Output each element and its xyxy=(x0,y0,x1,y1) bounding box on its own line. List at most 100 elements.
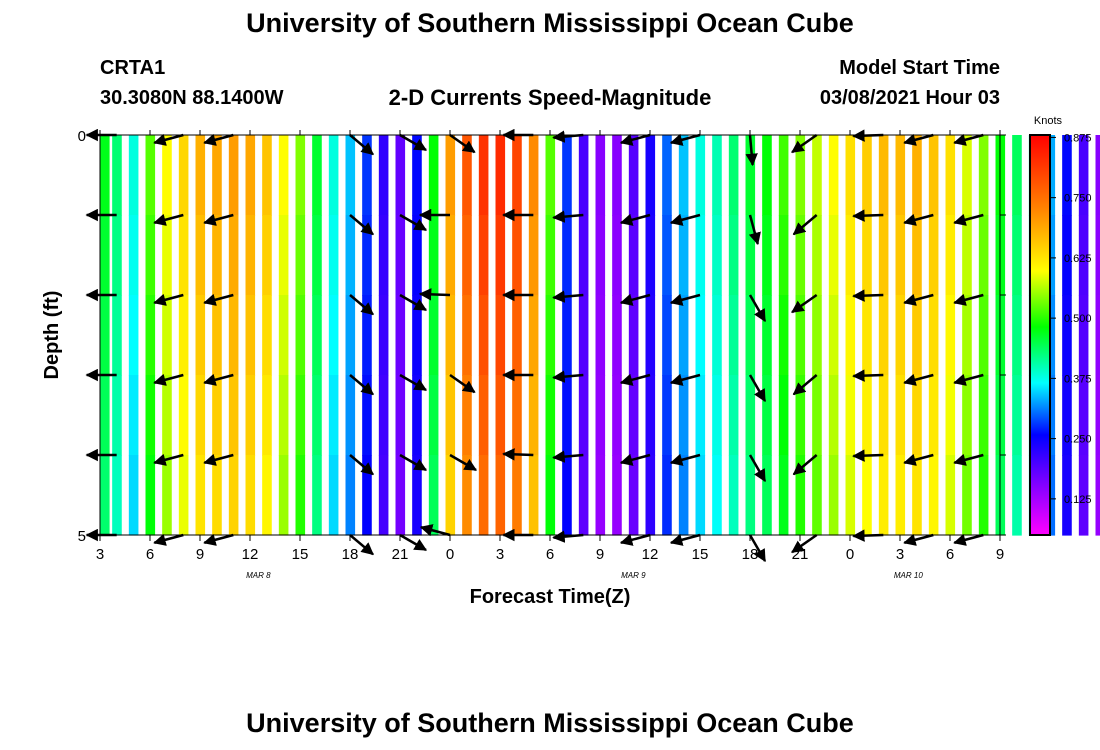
heatmap-cell xyxy=(100,135,110,216)
heatmap-cell xyxy=(412,135,422,216)
colorbar: Knots 0.875 0.750 0.625 0.500 0.375 0.250 0.12… xyxy=(1029,115,1092,536)
heatmap-cell xyxy=(1012,375,1022,456)
current-vector xyxy=(419,524,451,537)
model-start-value: 03/08/2021 Hour 03 xyxy=(819,87,1000,109)
heatmap-cell xyxy=(862,375,872,456)
current-vector xyxy=(349,374,374,396)
heatmap-cell xyxy=(612,455,622,536)
heatmap-cell xyxy=(395,455,406,536)
heatmap-cell xyxy=(778,135,789,216)
heatmap-cell xyxy=(445,455,456,536)
heatmap-cell xyxy=(528,455,539,536)
heatmap-cell xyxy=(762,295,772,376)
heatmap-cell xyxy=(462,295,472,376)
heatmap-cell xyxy=(528,135,539,216)
heatmap-cell xyxy=(162,455,172,536)
x-tick-label: 21 xyxy=(792,546,809,563)
current-vector xyxy=(791,533,818,554)
heatmap-cell xyxy=(428,215,439,296)
heatmap-cell xyxy=(100,215,110,296)
heatmap-cell xyxy=(895,135,906,216)
heatmap-cell xyxy=(562,455,572,536)
x-tick-label: 3 xyxy=(96,546,104,563)
heatmap-cell xyxy=(100,375,110,456)
x-tick-label: 12 xyxy=(642,546,659,563)
current-vector xyxy=(399,373,428,392)
heatmap-cell xyxy=(378,135,389,216)
current-vector xyxy=(669,293,701,306)
heatmap-cell xyxy=(795,375,806,456)
heatmap-cell xyxy=(195,135,206,216)
x-tick-label: 15 xyxy=(292,546,309,563)
heatmap-cell xyxy=(578,295,589,376)
heatmap-cell xyxy=(145,135,156,216)
heatmap-cell xyxy=(1078,455,1089,536)
heatmap-cell xyxy=(512,135,522,216)
heatmap-cell xyxy=(1062,295,1072,376)
heatmap-cell xyxy=(412,375,422,456)
heatmap-cell xyxy=(162,295,172,376)
heatmap-cell xyxy=(595,375,606,456)
heatmap-cell xyxy=(545,375,556,456)
heatmap-cell xyxy=(962,375,972,456)
heatmap-cell xyxy=(378,455,389,536)
heatmap-cell xyxy=(728,215,739,296)
heatmap-cell xyxy=(362,375,372,456)
current-vector xyxy=(792,374,818,396)
heatmap-cell xyxy=(878,295,889,376)
current-vector xyxy=(552,210,584,223)
heatmap-cell xyxy=(462,455,472,536)
heatmap-cell xyxy=(428,135,439,216)
heatmap-cell xyxy=(245,375,256,456)
heatmap-cell xyxy=(1012,295,1022,376)
current-vector xyxy=(748,374,767,403)
current-vector xyxy=(399,293,428,312)
heatmap-cell xyxy=(562,135,572,216)
colorbar-tick-label: 0.625 xyxy=(1064,253,1092,265)
heatmap-cell xyxy=(812,135,822,216)
heatmap-cell xyxy=(295,455,306,536)
current-vector xyxy=(552,370,584,383)
current-vector xyxy=(903,293,934,306)
heatmap-cell xyxy=(978,455,989,536)
heatmap-cell xyxy=(962,295,972,376)
heatmap-cell xyxy=(445,375,456,456)
heatmap-cell xyxy=(245,295,256,376)
current-vector xyxy=(953,213,984,226)
current-vector xyxy=(903,213,934,226)
heatmap-cell xyxy=(345,295,356,376)
current-vector xyxy=(203,533,234,546)
heatmap-cell xyxy=(662,455,672,536)
x-tick-label: 9 xyxy=(996,546,1004,563)
heatmap-cell xyxy=(612,135,622,216)
heatmap-cell xyxy=(128,135,139,216)
heatmap-cell xyxy=(928,215,939,296)
heatmap-cell xyxy=(328,215,339,296)
y-tick-label: 0 xyxy=(78,128,86,145)
heatmap-cell xyxy=(545,135,556,216)
heatmap-cell xyxy=(812,375,822,456)
current-vector xyxy=(153,213,184,226)
current-vector xyxy=(852,289,884,302)
heatmap-cell xyxy=(278,295,289,376)
heatmap-cell xyxy=(845,375,856,456)
heatmap-cell xyxy=(645,215,656,296)
x-tick-label: 3 xyxy=(496,546,504,563)
heatmap-cell xyxy=(745,135,756,216)
current-vector xyxy=(399,533,428,552)
heatmap-cell xyxy=(912,295,922,376)
heatmap-cell xyxy=(395,295,406,376)
current-vector xyxy=(399,133,428,152)
heatmap-cell xyxy=(412,295,422,376)
heatmap-cell xyxy=(662,135,672,216)
current-vector xyxy=(748,214,761,246)
heatmap-cell xyxy=(895,215,906,296)
heatmap-cell xyxy=(945,135,956,216)
heatmap-cell xyxy=(345,455,356,536)
current-vector xyxy=(669,213,701,226)
heatmap-cell xyxy=(612,215,622,296)
heatmap-cell xyxy=(778,295,789,376)
heatmap-cell xyxy=(228,295,239,376)
heatmap-cell xyxy=(462,215,472,296)
x-tick-label: 12 xyxy=(242,546,259,563)
